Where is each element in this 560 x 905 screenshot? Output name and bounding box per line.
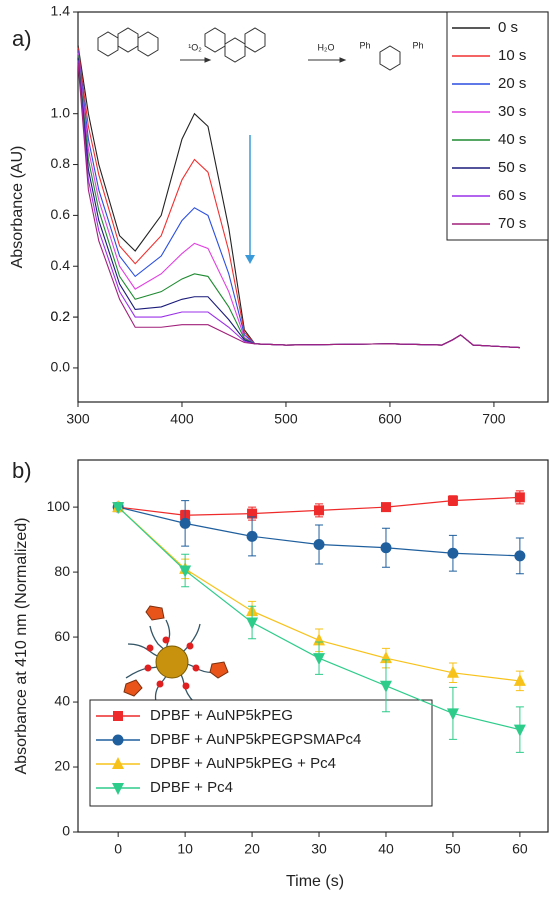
legend-marker xyxy=(112,734,124,746)
reaction-scheme xyxy=(97,27,401,71)
y-axis-label: Absorbance (AU) xyxy=(9,146,26,269)
y-tick-label: 100 xyxy=(47,498,71,514)
legend-label: DPBF + AuNP5kPEG + Pc4 xyxy=(150,755,336,772)
y-tick-label: 80 xyxy=(54,563,70,579)
marker xyxy=(380,502,391,513)
marker xyxy=(247,508,258,519)
marker xyxy=(446,708,459,721)
panel-label: a) xyxy=(12,26,32,51)
x-tick-label: 50 xyxy=(445,841,461,857)
legend-label: 30 s xyxy=(498,103,526,120)
x-tick-label: 10 xyxy=(177,841,193,857)
y-tick-label: 1.4 xyxy=(51,3,71,19)
legend-marker xyxy=(112,783,124,795)
marker xyxy=(514,492,525,503)
x-tick-label: 20 xyxy=(244,841,260,857)
marker xyxy=(513,673,526,686)
y-tick-label: 0 xyxy=(62,823,70,839)
panel-label: b) xyxy=(12,458,32,483)
annotation: Ph xyxy=(412,40,423,50)
legend-label: 20 s xyxy=(498,75,526,92)
x-tick-label: 0 xyxy=(114,841,122,857)
x-tick-label: 700 xyxy=(482,411,506,427)
x-tick-label: 300 xyxy=(66,411,90,427)
marker xyxy=(179,565,192,578)
x-tick-label: 600 xyxy=(378,411,402,427)
marker xyxy=(313,653,326,666)
x-tick-label: 40 xyxy=(378,841,394,857)
marker xyxy=(447,547,459,559)
legend-label: DPBF + Pc4 xyxy=(150,779,233,796)
legend-label: DPBF + AuNP5kPEGPSMAPc4 xyxy=(150,731,361,748)
decay-arrow xyxy=(245,135,255,264)
marker xyxy=(514,550,526,562)
legend-label: DPBF + AuNP5kPEG xyxy=(150,707,293,724)
y-tick-label: 0.8 xyxy=(51,155,71,171)
y-tick-label: 40 xyxy=(54,693,70,709)
legend-box xyxy=(446,11,549,241)
x-tick-label: 400 xyxy=(170,411,194,427)
y-tick-label: 1.0 xyxy=(51,104,71,120)
marker xyxy=(379,680,392,693)
x-tick-label: 500 xyxy=(274,411,298,427)
x-tick-label: 60 xyxy=(512,841,528,857)
plot-frame xyxy=(77,459,549,833)
y-tick-label: 0.4 xyxy=(51,257,71,273)
x-axis-label: Time (s) xyxy=(286,873,344,890)
marker xyxy=(112,502,125,515)
marker xyxy=(380,542,392,554)
y-axis-label: Absorbance at 410 nm (Normalized) xyxy=(13,517,30,774)
y-tick-label: 0.6 xyxy=(51,206,71,222)
annotation: H₂O xyxy=(318,42,335,52)
marker xyxy=(246,530,258,542)
marker xyxy=(447,495,458,506)
marker xyxy=(314,505,325,516)
legend-label: 60 s xyxy=(498,187,526,204)
y-tick-label: 60 xyxy=(54,628,70,644)
legend-marker xyxy=(112,757,124,769)
legend-marker xyxy=(113,711,123,721)
marker xyxy=(179,517,191,529)
marker xyxy=(313,538,325,550)
legend-label: 0 s xyxy=(498,19,518,36)
annotation: Ph xyxy=(359,40,370,50)
y-tick-label: 0.2 xyxy=(51,308,71,324)
annotation: ¹O₂ xyxy=(188,42,202,52)
legend-label: 70 s xyxy=(498,215,526,232)
legend-label: 40 s xyxy=(498,131,526,148)
y-tick-label: 0.0 xyxy=(51,359,71,375)
y-tick-label: 0.2 xyxy=(51,308,71,324)
legend-label: 50 s xyxy=(498,159,526,176)
series-line xyxy=(77,62,520,349)
marker xyxy=(246,617,259,630)
x-tick-label: 30 xyxy=(311,841,327,857)
legend-box xyxy=(89,699,433,807)
legend-label: 10 s xyxy=(498,47,526,64)
marker xyxy=(446,665,459,678)
marker xyxy=(513,724,526,737)
nanoparticle-illustration xyxy=(123,605,229,703)
y-tick-label: 20 xyxy=(54,758,70,774)
